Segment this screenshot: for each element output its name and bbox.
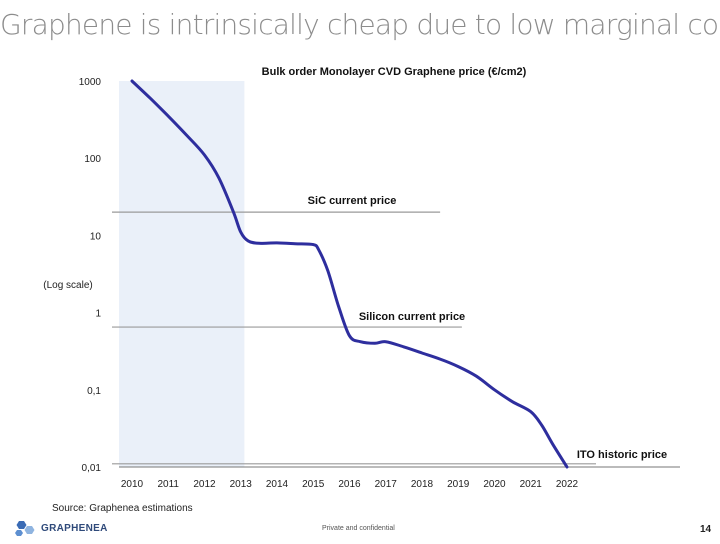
reference-lines: SiC current price Silicon current price IT… [112, 195, 667, 465]
reference-label-1: Silicon current price [359, 311, 465, 323]
x-tick-label-2012: 2012 [193, 479, 216, 490]
price-series-line [130, 79, 569, 469]
chart-title: Bulk order Monolayer CVD Graphene price … [262, 66, 527, 78]
source-note: Source: Graphenea estimations [52, 503, 193, 514]
confidential-note: Private and confidential [322, 525, 395, 532]
chart-axes: 1000 100 10 1 0,1 0,01 2010 2011 2012 2013 2014 201… [79, 77, 680, 490]
x-tick-label-2010: 2010 [121, 479, 144, 490]
x-tick-label-2011: 2011 [157, 479, 179, 490]
logo-text: GRAPHENEA [41, 522, 108, 534]
x-tick-label-2018: 2018 [411, 479, 434, 490]
x-tick-label-2016: 2016 [338, 479, 361, 490]
x-tick-label-2015: 2015 [302, 479, 325, 490]
x-tick-label-2013: 2013 [230, 479, 253, 490]
page-number: 14 [700, 524, 712, 535]
company-logo: GRAPHENEA [14, 520, 108, 536]
y-tick-label-2: 10 [90, 231, 102, 242]
shaded-period [119, 81, 245, 467]
y-tick-label-5: 0,01 [82, 463, 102, 474]
y-tick-label-4: 0,1 [87, 386, 101, 397]
y-tick-label-1: 100 [84, 154, 101, 165]
x-tick-label-2017: 2017 [375, 479, 398, 490]
x-tick-label-2021: 2021 [520, 479, 543, 490]
x-tick-label-2022: 2022 [556, 479, 579, 490]
x-tick-label-2020: 2020 [483, 479, 506, 490]
y-tick-label-0: 1000 [79, 77, 102, 88]
reference-label-0: SiC current price [308, 195, 397, 207]
y-axis-label: (Log scale) [43, 280, 92, 291]
y-tick-label-3: 1 [95, 309, 101, 320]
x-tick-label-2019: 2019 [447, 479, 470, 490]
reference-label-2: ITO historic price [577, 449, 667, 461]
hexagon-logo-icon [15, 521, 35, 536]
x-tick-label-2014: 2014 [266, 479, 289, 490]
slide-title: Graphene is intrinsically cheap due to l… [0, 8, 720, 41]
